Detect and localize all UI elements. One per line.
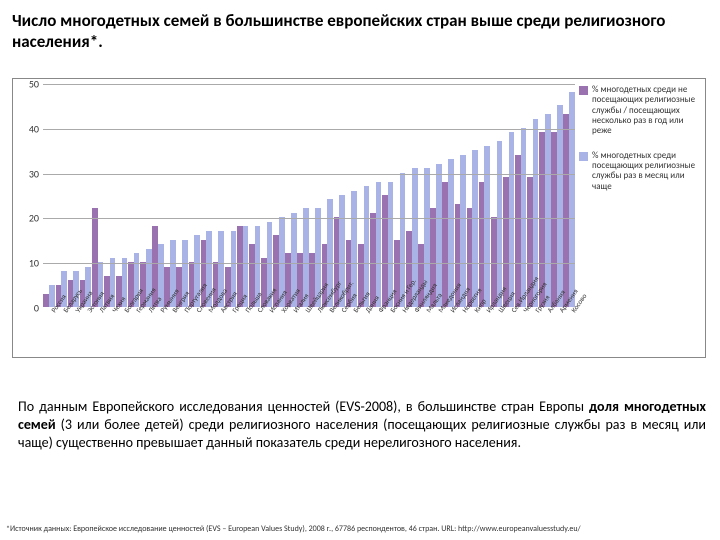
gridline xyxy=(43,129,575,130)
gridline xyxy=(43,84,575,85)
bar-slot xyxy=(261,83,273,307)
bar-series-b xyxy=(351,191,357,307)
bar-slot xyxy=(67,83,79,307)
bar-slot xyxy=(478,83,490,307)
bar-slot xyxy=(91,83,103,307)
gridline xyxy=(43,263,575,264)
chart-frame: 0 10 20 30 40 50 РоссияБеларусьУкраинаЭстония… xyxy=(12,78,706,358)
bar-slot xyxy=(140,83,152,307)
gridline xyxy=(43,174,575,175)
bar-slot xyxy=(442,83,454,307)
bar-slot xyxy=(430,83,442,307)
bar-slot xyxy=(176,83,188,307)
bar-slot xyxy=(321,83,333,307)
footnote: *Источник данных: Европейское исследован… xyxy=(6,524,714,534)
bar-slot xyxy=(55,83,67,307)
bar-slot xyxy=(152,83,164,307)
bar-slot xyxy=(490,83,502,307)
y-axis: 01020304050 xyxy=(13,79,43,307)
legend-swatch-a xyxy=(579,86,588,95)
y-tick: 50 xyxy=(29,78,39,91)
bar-slot xyxy=(454,83,466,307)
legend-label-b: % многодетных среди посещающих религиозн… xyxy=(592,151,701,192)
bar-series-b xyxy=(376,182,382,307)
bar-slot xyxy=(466,83,478,307)
bar-slot xyxy=(309,83,321,307)
bar-slot xyxy=(200,83,212,307)
bar-slot xyxy=(551,83,563,307)
bar-slot xyxy=(224,83,236,307)
chart: 0 10 20 30 40 50 РоссияБеларусьУкраинаЭстония… xyxy=(12,78,706,358)
y-tick: 20 xyxy=(29,212,39,225)
bar-slot xyxy=(357,83,369,307)
bar-slot xyxy=(539,83,551,307)
bar-slot xyxy=(273,83,285,307)
bar-slot xyxy=(406,83,418,307)
y-tick: 10 xyxy=(29,257,39,270)
bar-slot xyxy=(128,83,140,307)
bar-slot xyxy=(297,83,309,307)
bar-series-b xyxy=(509,132,515,307)
bar-series-b xyxy=(569,92,575,307)
legend: % многодетных среди не посещающих религи… xyxy=(579,85,701,206)
legend-swatch-b xyxy=(579,152,588,161)
bars xyxy=(43,83,575,307)
legend-item-b: % многодетных среди посещающих религиозн… xyxy=(579,151,701,192)
bar-slot xyxy=(249,83,261,307)
legend-label-a: % многодетных среди не посещающих религи… xyxy=(592,85,701,137)
bar-series-b xyxy=(545,114,551,307)
bar-slot xyxy=(79,83,91,307)
bar-slot xyxy=(418,83,430,307)
body-paragraph: По данным Европейского исследования ценн… xyxy=(18,398,706,452)
page-title: Число многодетных семей в большинстве ев… xyxy=(0,0,720,57)
gridline xyxy=(43,218,575,219)
bar-series-b xyxy=(557,105,563,307)
bar-slot xyxy=(369,83,381,307)
y-tick: 40 xyxy=(29,122,39,135)
y-tick: 30 xyxy=(29,167,39,180)
y-tick: 0 xyxy=(34,302,39,315)
bar-slot xyxy=(345,83,357,307)
bar-slot xyxy=(212,83,224,307)
bar-series-b xyxy=(484,146,490,307)
bar-slot xyxy=(236,83,248,307)
bar-slot xyxy=(116,83,128,307)
bar-slot xyxy=(285,83,297,307)
x-axis: РоссияБеларусьУкраинаЭстонияЛатвияЧехияБ… xyxy=(43,307,575,357)
bar-slot xyxy=(103,83,115,307)
bar-slot xyxy=(164,83,176,307)
bar-slot xyxy=(515,83,527,307)
plot-area xyxy=(43,83,575,307)
bar-slot xyxy=(563,83,575,307)
bar-series-b xyxy=(497,141,503,307)
bar-slot xyxy=(382,83,394,307)
bar-slot xyxy=(502,83,514,307)
bar-slot xyxy=(188,83,200,307)
bar-slot xyxy=(43,83,55,307)
legend-item-a: % многодетных среди не посещающих религи… xyxy=(579,85,701,137)
bar-slot xyxy=(394,83,406,307)
bar-slot xyxy=(333,83,345,307)
